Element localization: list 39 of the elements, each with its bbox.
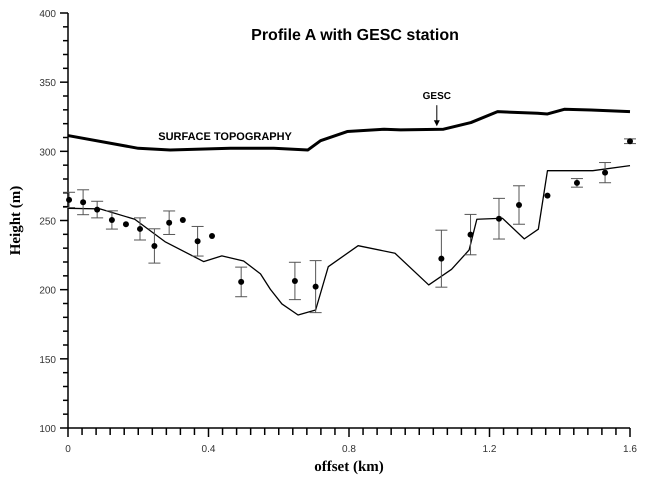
point: [166, 220, 172, 226]
x-tick-label: 0.4: [202, 444, 216, 455]
point: [574, 180, 580, 186]
y-tick-label: 100: [39, 424, 56, 435]
point: [292, 278, 298, 284]
point: [180, 216, 186, 223]
point: [108, 216, 115, 223]
y-tick-label: 350: [39, 78, 56, 90]
point: [238, 278, 244, 285]
text: Profile A with GESC station: [251, 27, 459, 44]
point: [544, 192, 550, 199]
y-tick-label: 400: [39, 9, 56, 20]
point: [94, 206, 100, 213]
point: [194, 238, 201, 244]
point: [312, 284, 319, 290]
annotation: GESC: [422, 91, 451, 102]
point: [468, 232, 474, 238]
point: [66, 196, 72, 203]
point: [151, 242, 158, 249]
point: [516, 202, 522, 208]
point: [602, 170, 608, 176]
y-tick-label: 150: [39, 354, 56, 366]
y-tick-label: 300: [39, 147, 56, 158]
x-tick-label: 0.8: [342, 444, 356, 455]
point: [496, 216, 502, 222]
point: [137, 226, 144, 232]
y-tick-label: 250: [39, 216, 56, 228]
x-tick-label: 1.6: [623, 444, 638, 455]
point: [438, 256, 444, 262]
point: [209, 232, 216, 239]
x-axis-title: offset (km): [314, 459, 384, 475]
y-axis-title: Height (m): [8, 186, 24, 256]
point: [122, 221, 129, 228]
x-tick-label: 0: [65, 444, 72, 455]
y-tick-label: 200: [39, 286, 56, 297]
point: [80, 199, 86, 206]
point: [627, 138, 633, 144]
series-label: SURFACE TOPOGRAPHY: [158, 130, 293, 143]
x-tick-label: 1.2: [482, 444, 497, 455]
